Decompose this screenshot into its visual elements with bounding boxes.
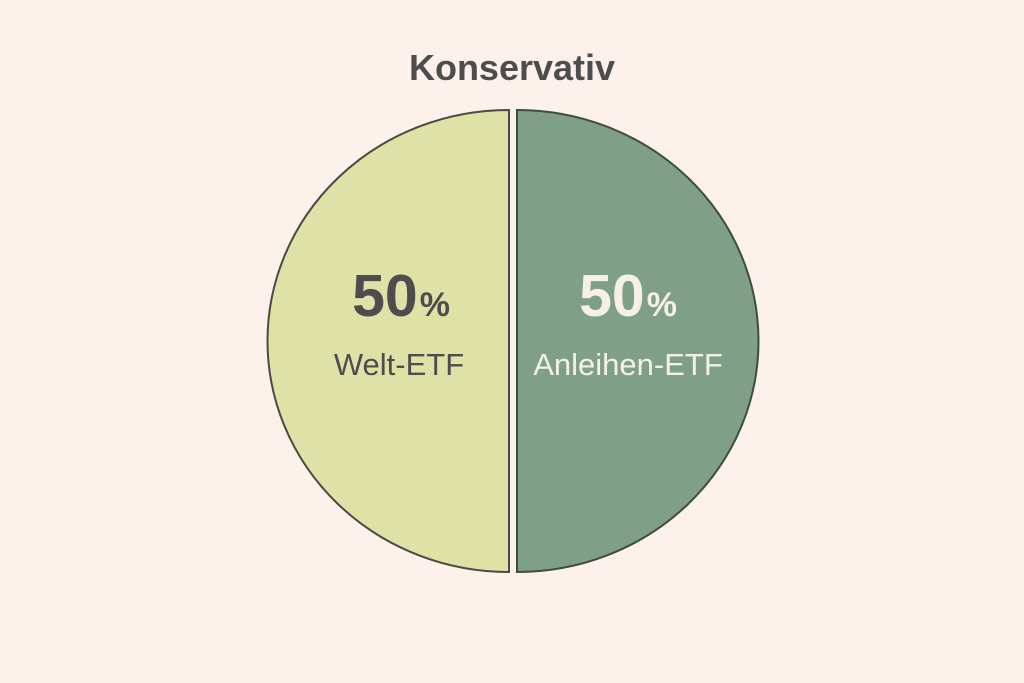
svg-text:Anleihen-ETF: Anleihen-ETF <box>533 347 723 382</box>
svg-text:Welt-ETF: Welt-ETF <box>334 347 464 382</box>
